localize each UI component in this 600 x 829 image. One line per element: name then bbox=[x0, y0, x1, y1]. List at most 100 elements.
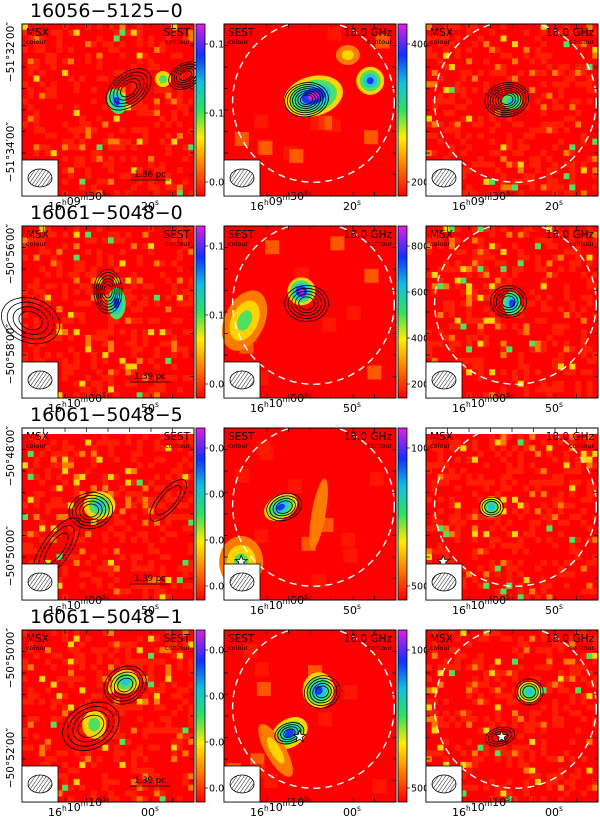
ra-tick-label: 16h10m00s bbox=[250, 592, 308, 617]
colorbar-msx: 0.08 0.06 0.04 0.02 bbox=[195, 629, 230, 803]
ra-tick-label: 16h09m30s bbox=[250, 188, 308, 213]
scale-bar-label: 1.86 pc bbox=[134, 170, 166, 180]
panel-sublabel-left: colour bbox=[430, 644, 450, 652]
colorbar-tick-label: 500 bbox=[411, 582, 429, 593]
panel-label-left: MSX bbox=[26, 27, 49, 39]
colorbar-tick-label: 0.06 bbox=[209, 692, 230, 703]
panel-label-left: MSX bbox=[430, 229, 453, 241]
panel-label-right: 18.0 GHz bbox=[546, 229, 595, 241]
panel-sublabel-left: colour bbox=[228, 442, 248, 450]
colorbar-tick-label: 0.05 bbox=[209, 178, 230, 189]
panel-sublabel-left: colour bbox=[26, 644, 46, 652]
panel-sublabel-left: colour bbox=[26, 38, 46, 46]
colorbar-msx: 0.08 0.06 0.04 0.02 bbox=[195, 427, 230, 601]
panel-label-left: MSX bbox=[26, 431, 49, 443]
colorbar-tick-label: 0.15 bbox=[209, 40, 230, 51]
colorbar-tick-label: 0.1 bbox=[209, 109, 224, 120]
colorbar-tick-label: 400 bbox=[411, 40, 429, 51]
primary-beam-circle bbox=[231, 19, 395, 183]
ra-tick-label: 16h09m30s bbox=[452, 188, 510, 213]
ra-tick-label: 50s bbox=[141, 602, 159, 617]
colorbar-tick-label: 0.02 bbox=[209, 784, 230, 795]
panel-sublabel-right: contour bbox=[569, 442, 594, 450]
panel-label-left: MSX bbox=[430, 633, 453, 645]
colorbar-tick-label: 1000 bbox=[411, 646, 435, 657]
colorbar-tick-label: 500 bbox=[411, 784, 429, 795]
panel-label-right: SEST bbox=[164, 633, 191, 645]
panel-sublabel-left: colour bbox=[228, 38, 248, 46]
colorbar-sest: 1000 500 bbox=[397, 629, 435, 803]
panel-label-right: 18.0 GHz bbox=[344, 633, 393, 645]
colorbar-tick-label: 0.08 bbox=[209, 444, 230, 455]
primary-beam-circle bbox=[433, 625, 597, 789]
ra-tick-label: 16h10m10s bbox=[250, 794, 308, 819]
dec-tick-label: −50°50′00″ bbox=[5, 628, 17, 689]
panel-label-left: MSX bbox=[430, 431, 453, 443]
star-marker-icon bbox=[494, 729, 509, 743]
colorbar-tick-label: 400 bbox=[411, 334, 429, 345]
colorbar-tick-label: 0.1 bbox=[209, 311, 224, 322]
panel-label-right: 18.0 GHz bbox=[546, 431, 595, 443]
panel-sublabel-right: contour bbox=[569, 644, 594, 652]
colorbar-tick-label: 0.05 bbox=[209, 380, 230, 391]
ra-tick-label: 16h10m00s bbox=[48, 592, 106, 617]
dec-tick-label: −50°50′00″ bbox=[5, 526, 17, 587]
panel-sublabel-right: contour bbox=[367, 240, 392, 248]
dec-tick-label: −50°58′00″ bbox=[5, 324, 17, 385]
ra-tick-label: 20s bbox=[545, 198, 563, 213]
colorbar-msx: 0.15 0.1 0.05 bbox=[195, 23, 230, 197]
panel-sublabel-left: colour bbox=[228, 240, 248, 248]
primary-beam-circle bbox=[433, 423, 597, 587]
scale-bar-label: 1.39 pc bbox=[134, 776, 166, 786]
panel-sublabel-right: contour bbox=[367, 442, 392, 450]
panel-label-right: SEST bbox=[164, 27, 191, 39]
colorbar-sest: 400 200 bbox=[397, 23, 429, 197]
ra-tick-label: 16h09m30s bbox=[48, 188, 106, 213]
panel-label-right: SEST bbox=[164, 431, 191, 443]
primary-beam-circle bbox=[231, 221, 395, 385]
panel-sublabel-left: colour bbox=[26, 442, 46, 450]
panel-sublabel-right: contour bbox=[569, 240, 594, 248]
scale-bar-label: 1.39 pc bbox=[134, 574, 166, 584]
panel-label-left: SEST bbox=[228, 27, 255, 39]
ra-tick-label: 50s bbox=[545, 400, 563, 415]
panel-label-right: 18.0 GHz bbox=[344, 27, 393, 39]
primary-beam-circle bbox=[231, 625, 395, 789]
panel-sublabel-right: contour bbox=[165, 38, 190, 46]
source-title: 16061−5048−0 bbox=[30, 202, 183, 224]
panel-sublabel-left: colour bbox=[228, 644, 248, 652]
ra-tick-label: 50s bbox=[141, 400, 159, 415]
panel-label-left: SEST bbox=[228, 229, 255, 241]
ra-tick-label: 16h10m00s bbox=[48, 390, 106, 415]
star-marker-icon bbox=[292, 729, 307, 743]
scale-bar-label: 1.39 pc bbox=[134, 372, 166, 382]
ra-tick-label: 16h10m10s bbox=[48, 794, 106, 819]
colorbar-tick-label: 0.04 bbox=[209, 536, 230, 547]
ra-tick-label: 16h10m10s bbox=[452, 794, 510, 819]
panel-sublabel-left: colour bbox=[430, 38, 450, 46]
ra-tick-label: 20s bbox=[343, 198, 361, 213]
dec-tick-label: −50°52′00″ bbox=[5, 728, 17, 789]
dec-tick-label: −51°32′00″ bbox=[5, 22, 17, 83]
panel-label-right: 18.0 GHz bbox=[546, 633, 595, 645]
panel-sublabel-left: colour bbox=[430, 240, 450, 248]
colorbar-tick-label: 0.06 bbox=[209, 490, 230, 501]
panel-label-left: MSX bbox=[26, 633, 49, 645]
colorbar-tick-label: 800 bbox=[411, 242, 429, 253]
colorbar-tick-label: 1000 bbox=[411, 444, 435, 455]
colorbar-tick-label: 200 bbox=[411, 178, 429, 189]
source-title: 16061−5048−5 bbox=[30, 404, 183, 426]
ra-tick-label: 50s bbox=[343, 602, 361, 617]
colorbar-tick-label: 0.15 bbox=[209, 242, 230, 253]
dec-tick-label: −50°48′00″ bbox=[5, 426, 17, 487]
